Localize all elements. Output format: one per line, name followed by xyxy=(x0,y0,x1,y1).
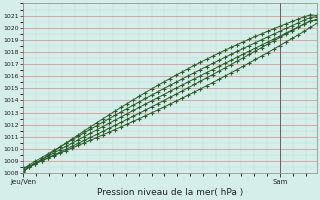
X-axis label: Pression niveau de la mer( hPa ): Pression niveau de la mer( hPa ) xyxy=(97,188,243,197)
